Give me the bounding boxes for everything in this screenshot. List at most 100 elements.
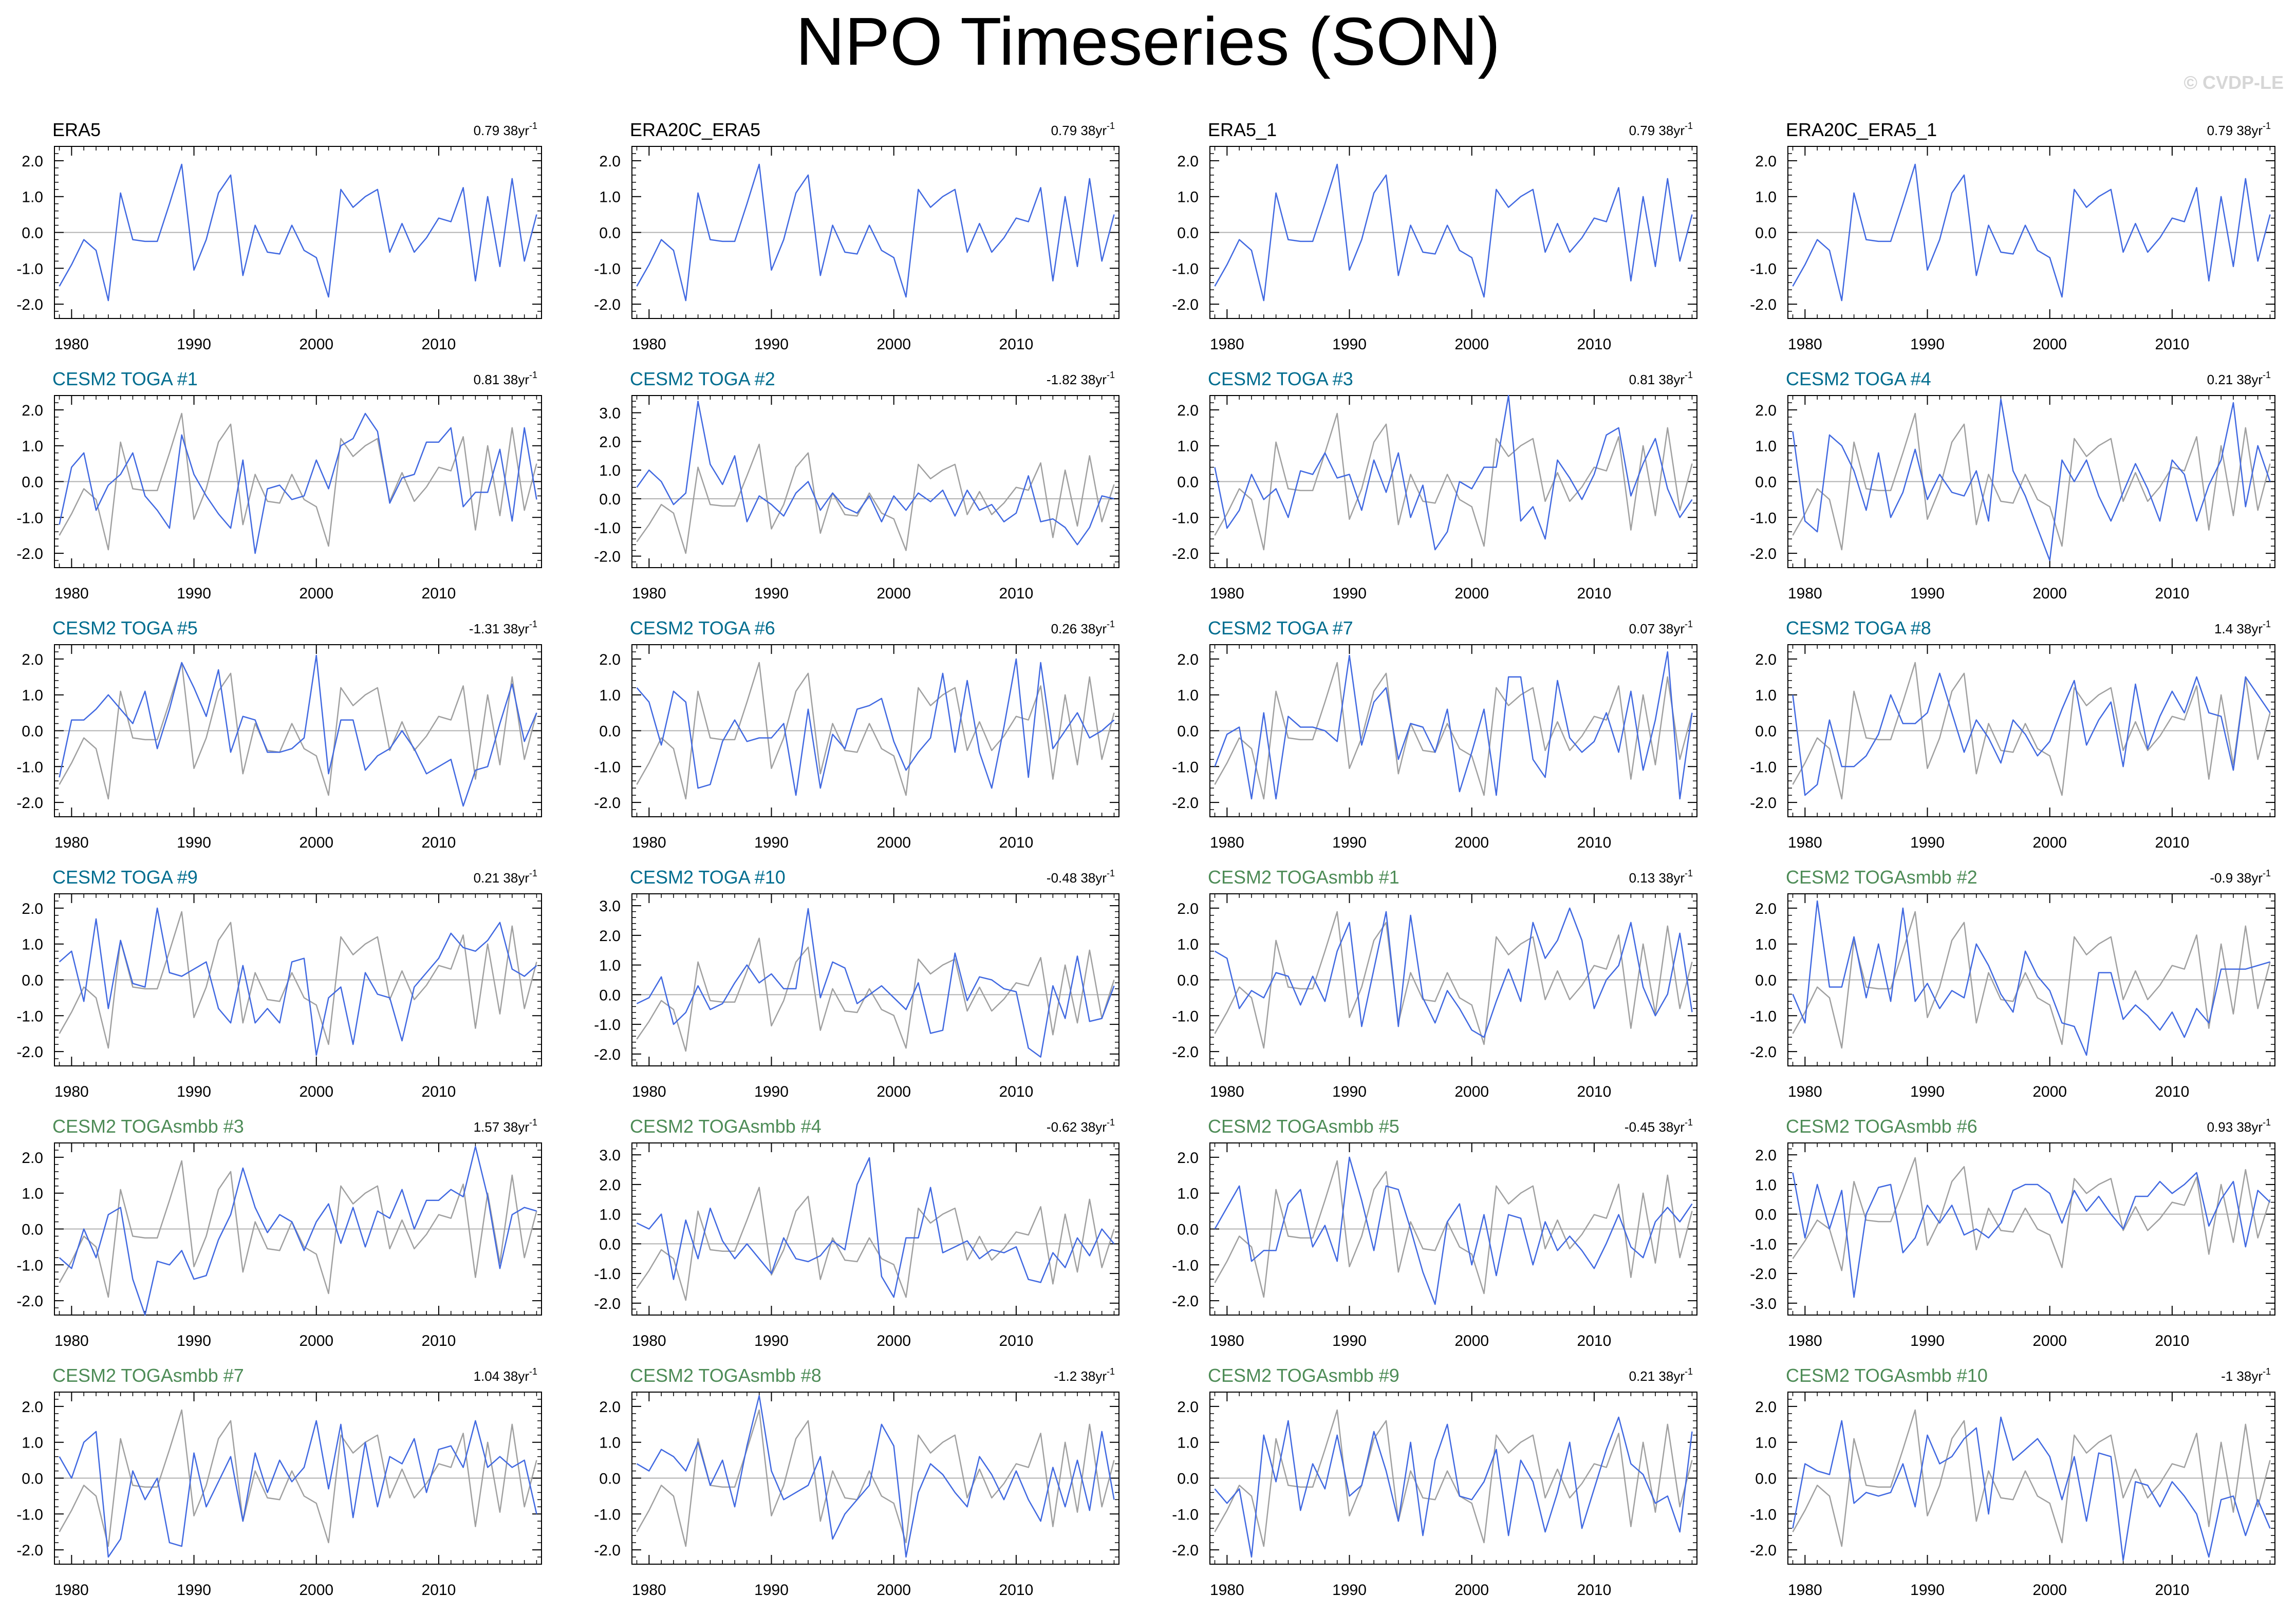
x-tick-label: 1990	[754, 585, 789, 602]
y-tick-label: 1.0	[599, 1435, 621, 1452]
reference-series-line	[636, 443, 1115, 554]
panel-title: CESM2 TOGA #1	[52, 368, 198, 389]
x-tick-label: 1990	[754, 1582, 789, 1599]
reference-series-line	[636, 1409, 1115, 1547]
y-tick-label: 0.0	[599, 987, 621, 1004]
series-line	[1214, 907, 1693, 1038]
plot-frame	[631, 1142, 1119, 1316]
y-tick-label: -2.0	[1172, 1044, 1199, 1061]
x-tick-label: 2000	[1454, 585, 1489, 602]
x-tick-label: 1980	[1788, 834, 1822, 851]
y-tick-label: -2.0	[1172, 1293, 1199, 1310]
x-tick-label: 1980	[632, 834, 666, 851]
y-tick-label: 0.0	[1755, 474, 1777, 491]
trend-label: 0.81 38yr-1	[1629, 370, 1693, 387]
x-tick-label: 1980	[1788, 1083, 1822, 1100]
y-tick-label: 2.0	[1177, 153, 1199, 170]
trend-label: 0.93 38yr-1	[2207, 1117, 2271, 1135]
y-tick-label: 2.0	[22, 402, 43, 419]
x-tick-label: 2000	[1454, 1582, 1489, 1599]
trend-label: 0.79 38yr-1	[1051, 121, 1115, 138]
y-tick-label: 3.0	[599, 405, 621, 422]
trend-label: 0.13 38yr-1	[1629, 868, 1693, 886]
x-tick-label: 2000	[2032, 1083, 2067, 1100]
y-tick-label: 2.0	[1755, 900, 1777, 917]
series-line	[59, 412, 537, 554]
x-tick-label: 2000	[1454, 1333, 1489, 1349]
y-tick-label: -1.0	[594, 1266, 621, 1283]
y-tick-label: 2.0	[1177, 900, 1199, 917]
panel: 2.0 1.0 0.0 -1.0 -2.0 1980 1990 2000 2010 CESM2 T…	[1172, 1116, 1697, 1349]
panel: 2.0 1.0 0.0 -1.0 -2.0 1980 1990 2000 2010 ERA5 0.7…	[16, 119, 542, 353]
x-tick-label: 1990	[177, 336, 211, 353]
x-tick-label: 2010	[999, 585, 1034, 602]
series-line	[636, 658, 1115, 796]
y-tick-label: 2.0	[1755, 651, 1777, 668]
y-tick-label: -2.0	[594, 1046, 621, 1063]
series-line	[1792, 900, 2270, 1056]
y-tick-label: 1.0	[1177, 1186, 1199, 1203]
y-tick-label: -2.0	[16, 1293, 43, 1310]
y-tick-label: -1.0	[1172, 510, 1199, 527]
y-tick-label: 2.0	[22, 153, 43, 170]
series-line	[1792, 398, 2271, 561]
x-tick-label: 1990	[177, 1333, 211, 1349]
y-tick-label: 1.0	[599, 958, 621, 974]
y-tick-label: 0.0	[1177, 1471, 1199, 1488]
x-tick-label: 2000	[1454, 336, 1489, 353]
reference-series-line	[59, 911, 537, 1049]
y-tick-label: 2.0	[599, 1399, 621, 1416]
x-tick-label: 2000	[2032, 834, 2067, 851]
x-tick-label: 2010	[422, 1083, 456, 1100]
y-tick-label: 1.0	[599, 189, 621, 206]
panel: 2.0 1.0 0.0 -1.0 -2.0 -3.0 1980 1990 2000 2010 CES…	[1750, 1116, 2275, 1349]
x-tick-label: 1990	[1910, 1083, 1945, 1100]
x-tick-label: 2000	[2032, 1333, 2067, 1349]
reference-series-line	[1792, 662, 2271, 800]
y-tick-label: -1.0	[16, 1506, 43, 1523]
panel: 2.0 1.0 0.0 -1.0 -2.0 1980 1990 2000 2010 CESM2 T…	[1750, 617, 2275, 851]
panel: 2.0 1.0 0.0 -1.0 -2.0 1980 1990 2000 2010 CESM2 T…	[594, 1365, 1119, 1599]
x-tick-label: 1990	[1910, 1582, 1945, 1599]
y-tick-label: 1.0	[22, 687, 43, 704]
y-tick-label: 2.0	[1755, 153, 1777, 170]
reference-series-line	[1214, 911, 1693, 1049]
series-line	[59, 907, 537, 1056]
x-tick-label: 2000	[2032, 336, 2067, 353]
y-tick-label: -2.0	[16, 1044, 43, 1061]
reference-series-line	[1792, 412, 2271, 551]
x-tick-label: 2010	[1577, 1083, 1612, 1100]
panel: 2.0 1.0 0.0 -1.0 -2.0 1980 1990 2000 2010 CESM2 T…	[594, 617, 1119, 851]
series-line	[636, 908, 1115, 1058]
page-title: NPO Timeseries (SON)	[795, 4, 1501, 79]
panel-title: CESM2 TOGAsmbb #9	[1208, 1365, 1399, 1386]
panel-title: CESM2 TOGAsmbb #4	[630, 1116, 822, 1137]
panel-title: CESM2 TOGAsmbb #10	[1786, 1365, 1988, 1386]
series-line	[1214, 1416, 1693, 1558]
y-tick-label: -1.0	[594, 1017, 621, 1034]
y-tick-label: 2.0	[1177, 1399, 1199, 1416]
y-tick-label: -2.0	[594, 549, 621, 566]
y-tick-label: -2.0	[16, 546, 43, 562]
y-tick-label: 0.0	[599, 491, 621, 508]
trend-label: 0.21 38yr-1	[2207, 370, 2271, 387]
y-tick-label: 0.0	[1755, 1207, 1777, 1224]
x-tick-label: 1990	[1910, 585, 1945, 602]
y-tick-label: 1.0	[1177, 1435, 1199, 1452]
x-tick-label: 1980	[54, 1333, 89, 1349]
reference-series-line	[636, 937, 1115, 1052]
y-tick-label: -2.0	[594, 296, 621, 313]
panel-title: ERA5	[52, 119, 101, 140]
x-tick-label: 1980	[54, 1582, 89, 1599]
x-tick-label: 1990	[177, 585, 211, 602]
panel: 2.0 1.0 0.0 -1.0 -2.0 1980 1990 2000 2010 ERA5_1 0…	[1172, 119, 1697, 353]
x-tick-label: 1990	[754, 834, 789, 851]
series-line	[1792, 1416, 2271, 1562]
y-tick-label: -2.0	[1750, 1266, 1777, 1283]
y-tick-label: -2.0	[594, 795, 621, 812]
y-tick-label: 3.0	[599, 898, 621, 915]
x-tick-label: 2010	[422, 336, 456, 353]
y-tick-label: 2.0	[22, 651, 43, 668]
y-tick-label: 2.0	[599, 1177, 621, 1194]
y-tick-label: -1.0	[594, 520, 621, 537]
